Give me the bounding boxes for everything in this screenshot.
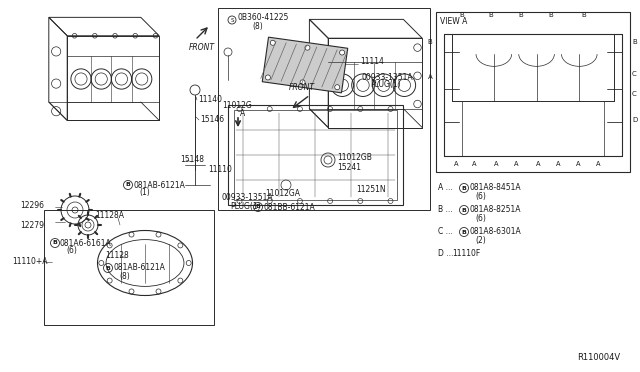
Text: B: B	[518, 12, 524, 18]
Text: PLUG(1): PLUG(1)	[230, 202, 260, 211]
Text: 11128: 11128	[105, 250, 129, 260]
Text: (1): (1)	[139, 187, 150, 196]
Text: B: B	[548, 12, 554, 18]
Text: (8): (8)	[119, 272, 130, 280]
Text: A: A	[514, 161, 518, 167]
Text: 12279: 12279	[20, 221, 44, 230]
Text: B: B	[461, 230, 467, 234]
Text: A: A	[454, 161, 458, 167]
Text: 12296: 12296	[20, 202, 44, 211]
Text: A: A	[536, 161, 540, 167]
Text: 11140: 11140	[198, 96, 222, 105]
Text: (2): (2)	[475, 235, 486, 244]
Text: 11128A: 11128A	[95, 211, 124, 219]
Text: 081A8-8251A: 081A8-8251A	[469, 205, 520, 215]
Circle shape	[305, 45, 310, 50]
Text: A: A	[240, 109, 245, 118]
Text: B: B	[255, 205, 260, 209]
Circle shape	[335, 85, 340, 90]
Text: 11114: 11114	[360, 58, 384, 67]
Text: 11012G: 11012G	[222, 100, 252, 109]
Text: (6): (6)	[475, 192, 486, 201]
Text: (6): (6)	[66, 246, 77, 254]
Text: VIEW A: VIEW A	[440, 16, 467, 26]
Text: 0B360-41225: 0B360-41225	[238, 13, 289, 22]
Text: 11251N: 11251N	[356, 186, 386, 195]
Bar	[227, 105, 403, 205]
Text: S: S	[230, 17, 234, 22]
Bar	[218, 8, 430, 210]
Circle shape	[300, 80, 305, 85]
Circle shape	[266, 75, 271, 80]
Text: B: B	[52, 241, 58, 246]
Text: A: A	[596, 161, 600, 167]
Bar	[44, 210, 214, 325]
Text: 00933-1351A: 00933-1351A	[222, 193, 274, 202]
Text: A: A	[493, 161, 499, 167]
Text: (8): (8)	[252, 22, 263, 31]
Circle shape	[340, 50, 344, 55]
Text: B: B	[582, 12, 586, 18]
Text: B: B	[428, 39, 433, 45]
Polygon shape	[262, 37, 348, 93]
Text: B ...: B ...	[438, 205, 452, 215]
Text: A ...: A ...	[438, 183, 452, 192]
Text: B: B	[461, 208, 467, 212]
Text: 15146: 15146	[200, 115, 224, 125]
Text: 081AB-6121A: 081AB-6121A	[133, 180, 185, 189]
Text: 081AB-6121A: 081AB-6121A	[113, 263, 165, 273]
Text: 081A6-6161A: 081A6-6161A	[60, 238, 112, 247]
Text: B: B	[106, 266, 111, 270]
Text: 00933-1351A: 00933-1351A	[362, 74, 413, 83]
Text: B: B	[460, 12, 465, 18]
Text: C: C	[632, 71, 637, 77]
Text: R110004V: R110004V	[577, 353, 620, 362]
Bar	[436, 12, 630, 172]
Text: A: A	[556, 161, 560, 167]
Text: B: B	[488, 12, 493, 18]
Text: D ...: D ...	[438, 250, 453, 259]
Text: 11012GA: 11012GA	[265, 189, 300, 198]
Text: D: D	[632, 117, 637, 123]
Text: FRONT: FRONT	[189, 43, 215, 52]
Text: 081A8-6301A: 081A8-6301A	[469, 228, 521, 237]
Text: (6): (6)	[475, 214, 486, 222]
Text: 11110+A: 11110+A	[12, 257, 47, 266]
Text: A: A	[576, 161, 580, 167]
Text: 11012GB: 11012GB	[337, 154, 372, 163]
Text: FRONT: FRONT	[289, 83, 315, 92]
Text: B: B	[461, 186, 467, 190]
Text: C ...: C ...	[438, 228, 452, 237]
Circle shape	[270, 40, 275, 45]
Text: 15148: 15148	[180, 155, 204, 164]
Text: A: A	[472, 161, 476, 167]
Bar	[234, 110, 397, 200]
Text: A: A	[428, 74, 433, 80]
Text: PLUG(1): PLUG(1)	[370, 80, 401, 90]
Text: 081BB-6121A: 081BB-6121A	[263, 202, 315, 212]
Text: 11110F: 11110F	[452, 250, 480, 259]
Text: B: B	[125, 183, 131, 187]
Text: 081A8-8451A: 081A8-8451A	[469, 183, 520, 192]
Text: B: B	[632, 39, 637, 45]
Text: C: C	[632, 91, 637, 97]
Text: 15241: 15241	[337, 163, 361, 171]
Text: 11110: 11110	[208, 166, 232, 174]
